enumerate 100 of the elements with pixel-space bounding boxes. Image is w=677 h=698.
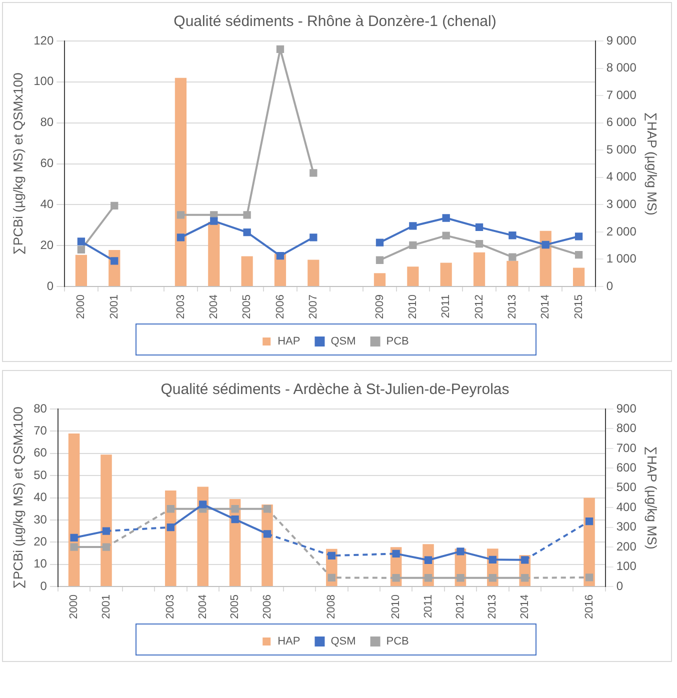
y-tick-label: 0: [46, 278, 54, 293]
point: [276, 252, 284, 260]
point: [276, 45, 284, 54]
x-tick-label: 2012: [473, 294, 486, 320]
point: [475, 223, 484, 232]
bar: [506, 260, 518, 286]
x-tick-label: 2004: [196, 594, 209, 620]
y2-tick-label: 3 000: [606, 197, 637, 211]
bar: [407, 266, 419, 286]
y2-axis-title: ∑HAP (µg/kg MS): [644, 446, 660, 550]
y2-tick-label: 100: [616, 559, 637, 574]
legend-label: HAP: [278, 336, 300, 348]
y-tick-label: 120: [34, 33, 54, 48]
point: [475, 240, 484, 248]
x-tick-label: 2011: [440, 294, 452, 318]
y-tick-label: 60: [34, 446, 48, 460]
x-tick-label: 2009: [374, 294, 386, 320]
point: [176, 211, 185, 219]
y2-tick-label: 2 000: [606, 224, 637, 238]
point: [508, 232, 516, 240]
point: [166, 505, 174, 513]
x-tick-label: 2014: [540, 294, 552, 320]
y2-tick-label: 4 000: [606, 170, 637, 184]
y-tick-label: 50: [34, 468, 48, 482]
point: [585, 574, 594, 582]
y-axis-title: ∑PCBi (µg/kg MS) et QSMx100: [10, 72, 26, 255]
point: [263, 530, 272, 538]
y2-tick-label: 8 000: [606, 60, 637, 75]
point: [166, 523, 174, 532]
y2-tick-label: 900: [616, 401, 637, 416]
legend-label: QSM: [330, 336, 356, 348]
y-tick-label: 40: [34, 490, 48, 504]
point: [456, 548, 464, 556]
x-tick-label: 2001: [108, 294, 120, 320]
legend-label: PCB: [386, 636, 409, 648]
point: [263, 505, 272, 513]
point: [77, 238, 86, 246]
x-tick-label: 2008: [326, 594, 338, 620]
y2-tick-label: 700: [616, 440, 637, 455]
point: [310, 234, 318, 242]
y-tick-label: 100: [34, 74, 54, 88]
y-tick-label: 20: [40, 238, 54, 252]
point: [409, 222, 417, 230]
bar: [374, 273, 386, 286]
point: [328, 574, 336, 582]
point: [574, 232, 583, 240]
y2-tick-label: 500: [616, 480, 637, 494]
bar: [197, 486, 208, 586]
y2-tick-label: 200: [616, 539, 637, 554]
y-tick-label: 20: [34, 534, 48, 548]
point: [442, 232, 450, 240]
y-tick-label: 40: [40, 197, 54, 211]
y-tick-label: 70: [34, 424, 48, 438]
point: [110, 202, 118, 210]
point: [521, 556, 529, 564]
point: [210, 217, 218, 225]
point: [243, 211, 251, 219]
bar: [208, 222, 220, 286]
x-tick-label: 2016: [583, 594, 596, 620]
y2-tick-label: 1 000: [606, 252, 637, 266]
point: [70, 543, 78, 551]
point: [508, 253, 516, 261]
x-tick-label: 2004: [208, 294, 220, 320]
bar: [68, 433, 80, 586]
x-tick-label: 2005: [241, 294, 254, 320]
point: [442, 214, 450, 222]
x-tick-label: 2006: [274, 294, 286, 320]
y-tick-label: 0: [40, 578, 48, 593]
y2-tick-label: 7 000: [606, 88, 637, 102]
point: [574, 250, 583, 259]
x-tick-label: 2012: [454, 594, 466, 620]
x-tick-label: 2003: [164, 594, 177, 620]
bar: [440, 262, 452, 286]
bar: [75, 254, 88, 286]
bar: [241, 256, 253, 286]
x-tick-label: 2010: [406, 294, 419, 320]
y-tick-label: 80: [34, 401, 48, 416]
point: [409, 241, 417, 250]
point: [77, 246, 86, 254]
x-tick-label: 2015: [572, 294, 585, 320]
bar: [572, 268, 585, 286]
y-tick-label: 80: [40, 115, 54, 130]
y-axis-title: ∑PCBi (µg/kg MS) et QSMx100: [10, 406, 26, 589]
y2-tick-label: 6 000: [606, 115, 637, 130]
legend-label: QSM: [330, 636, 356, 648]
x-tick-label: 2003: [174, 294, 187, 320]
y2-tick-label: 400: [616, 500, 637, 514]
point: [243, 228, 251, 236]
point: [392, 550, 400, 558]
point: [176, 234, 185, 242]
point: [424, 574, 432, 582]
y-tick-label: 30: [34, 512, 48, 526]
bar: [174, 78, 187, 286]
x-tick-label: 2001: [100, 594, 112, 620]
bar: [473, 252, 486, 286]
x-tick-label: 2005: [229, 594, 242, 620]
point: [199, 500, 207, 508]
x-tick-label: 2000: [68, 594, 80, 620]
point: [424, 556, 432, 564]
point: [110, 257, 118, 265]
